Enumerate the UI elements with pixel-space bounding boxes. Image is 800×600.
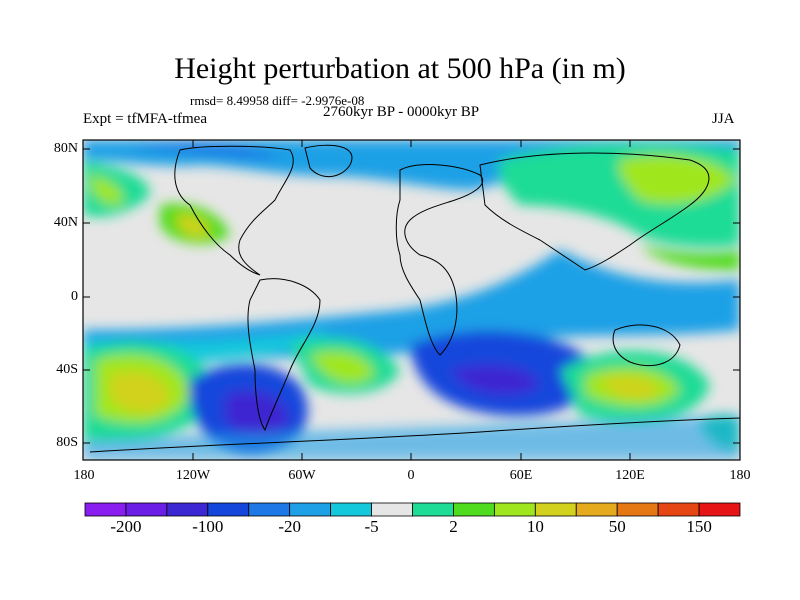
colorbar-box xyxy=(289,502,332,517)
colorbar-label: 50 xyxy=(608,517,626,536)
season-label: JJA xyxy=(712,111,735,127)
colorbar-box xyxy=(207,502,250,517)
colorbar-box xyxy=(453,502,495,517)
colorbar-box xyxy=(84,502,127,517)
lon-label-60w: 60W xyxy=(288,468,316,483)
lon-label-120e: 120E xyxy=(615,468,645,483)
lat-label-40n: 40N xyxy=(53,215,78,230)
colorbar-box xyxy=(330,502,372,517)
coastlines xyxy=(89,144,740,453)
lat-label-80n: 80N xyxy=(53,141,78,156)
colorbar-box xyxy=(575,502,618,517)
lat-label-0: 0 xyxy=(71,289,78,304)
lon-label-0: 0 xyxy=(407,468,415,483)
lon-label-180w: 180 xyxy=(73,468,95,483)
colorbar-label: -100 xyxy=(192,517,224,536)
stats-text: rmsd= 8.49958 diff= -2.9976e-08 xyxy=(190,93,365,108)
colorbar-box xyxy=(657,502,700,517)
lat-label-40s: 40S xyxy=(56,362,78,377)
experiment-label: Expt = tfMFA-tfmea xyxy=(83,111,207,127)
lon-ticks xyxy=(192,140,631,460)
lat-ticks xyxy=(83,148,740,444)
colorbar xyxy=(84,502,741,517)
colorbar-label: 150 xyxy=(686,517,712,536)
colorbar-box xyxy=(412,502,454,517)
contour-field xyxy=(83,140,740,460)
colorbar-label: -20 xyxy=(278,517,302,536)
colorbar-label: -5 xyxy=(364,517,379,536)
page-title: Height perturbation at 500 hPa (in m) xyxy=(174,52,626,85)
colorbar-box xyxy=(371,502,413,517)
colorbar-box xyxy=(166,502,209,517)
colorbar-label: 2 xyxy=(449,517,458,536)
colorbar-label: -200 xyxy=(110,517,142,536)
colorbar-box xyxy=(248,502,291,517)
lon-label-180e: 180 xyxy=(729,468,751,483)
colorbar-box xyxy=(493,502,536,517)
lat-label-80s: 80S xyxy=(56,435,78,450)
colorbar-box xyxy=(534,502,577,517)
colorbar-box xyxy=(698,502,741,517)
colorbar-box xyxy=(125,502,168,517)
colorbar-box xyxy=(616,502,659,517)
lon-label-60e: 60E xyxy=(509,468,533,483)
lon-label-120w: 120W xyxy=(175,468,211,483)
colorbar-label: 10 xyxy=(526,517,544,536)
period-label: 2760kyr BP - 0000kyr BP xyxy=(323,104,480,120)
